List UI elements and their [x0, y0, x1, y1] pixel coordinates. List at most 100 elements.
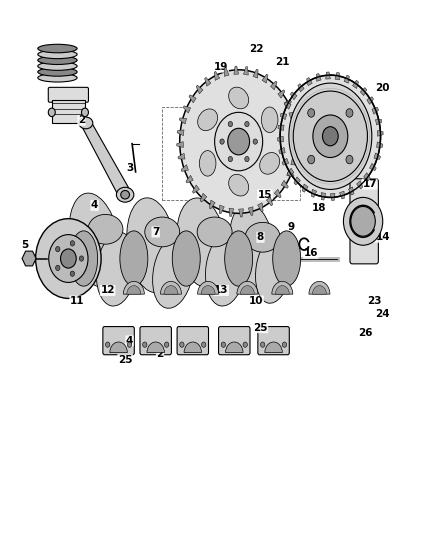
- Ellipse shape: [261, 107, 278, 133]
- Polygon shape: [177, 142, 184, 148]
- Text: 24: 24: [375, 309, 390, 319]
- Polygon shape: [372, 107, 378, 114]
- Polygon shape: [234, 66, 239, 74]
- Polygon shape: [219, 205, 224, 214]
- Wedge shape: [265, 342, 283, 353]
- Circle shape: [164, 342, 169, 348]
- Polygon shape: [321, 192, 326, 200]
- Wedge shape: [110, 342, 127, 353]
- Polygon shape: [335, 72, 339, 80]
- Ellipse shape: [197, 217, 232, 247]
- Wedge shape: [124, 281, 145, 294]
- Ellipse shape: [69, 193, 120, 287]
- Ellipse shape: [38, 56, 77, 64]
- Ellipse shape: [38, 44, 77, 53]
- Polygon shape: [374, 153, 381, 159]
- Ellipse shape: [198, 109, 218, 131]
- Text: 8: 8: [257, 232, 264, 243]
- Circle shape: [228, 128, 250, 155]
- FancyBboxPatch shape: [258, 327, 289, 355]
- Polygon shape: [287, 168, 294, 176]
- Polygon shape: [262, 74, 268, 83]
- Wedge shape: [272, 281, 293, 294]
- Text: 1: 1: [43, 52, 50, 61]
- Ellipse shape: [229, 87, 249, 109]
- Polygon shape: [279, 148, 285, 154]
- Ellipse shape: [70, 231, 98, 286]
- Polygon shape: [209, 200, 215, 209]
- Circle shape: [106, 342, 110, 348]
- Circle shape: [79, 256, 84, 261]
- Ellipse shape: [38, 62, 77, 70]
- Circle shape: [280, 75, 381, 197]
- Polygon shape: [177, 130, 184, 136]
- Polygon shape: [370, 163, 376, 171]
- Circle shape: [35, 219, 101, 298]
- Circle shape: [308, 109, 314, 117]
- Circle shape: [143, 342, 147, 348]
- Ellipse shape: [38, 68, 77, 76]
- Text: 16: 16: [304, 248, 318, 258]
- Polygon shape: [244, 67, 248, 75]
- Wedge shape: [201, 286, 215, 294]
- Ellipse shape: [145, 217, 180, 247]
- Text: 22: 22: [249, 44, 263, 53]
- Circle shape: [127, 342, 132, 348]
- Circle shape: [346, 109, 353, 117]
- FancyBboxPatch shape: [48, 87, 88, 102]
- Circle shape: [56, 265, 60, 271]
- Polygon shape: [196, 85, 203, 94]
- Polygon shape: [348, 187, 354, 195]
- Text: 5: 5: [21, 240, 28, 250]
- Text: 23: 23: [367, 296, 381, 306]
- Circle shape: [261, 342, 265, 348]
- Text: 17: 17: [362, 179, 377, 189]
- Circle shape: [351, 206, 375, 236]
- Polygon shape: [178, 154, 185, 159]
- Text: 14: 14: [375, 232, 390, 243]
- Ellipse shape: [205, 232, 246, 306]
- Polygon shape: [377, 131, 383, 136]
- Wedge shape: [312, 286, 326, 294]
- Polygon shape: [291, 159, 298, 165]
- Polygon shape: [360, 87, 367, 95]
- Text: 6: 6: [67, 256, 74, 266]
- Polygon shape: [200, 193, 207, 202]
- Polygon shape: [326, 72, 330, 79]
- Polygon shape: [375, 119, 382, 125]
- Polygon shape: [214, 71, 220, 80]
- Polygon shape: [205, 77, 211, 86]
- Polygon shape: [293, 148, 300, 154]
- Text: 9: 9: [287, 222, 295, 232]
- Polygon shape: [281, 180, 288, 188]
- Polygon shape: [278, 125, 284, 131]
- Ellipse shape: [121, 190, 130, 199]
- Polygon shape: [266, 197, 273, 206]
- FancyBboxPatch shape: [177, 327, 208, 355]
- Polygon shape: [278, 136, 283, 142]
- Ellipse shape: [260, 152, 279, 174]
- Polygon shape: [339, 191, 344, 199]
- Polygon shape: [239, 209, 244, 217]
- Text: 2: 2: [156, 349, 164, 359]
- Polygon shape: [274, 189, 281, 198]
- Ellipse shape: [172, 231, 200, 286]
- Polygon shape: [179, 118, 187, 124]
- Polygon shape: [316, 74, 321, 82]
- Text: 11: 11: [70, 296, 85, 306]
- Circle shape: [70, 241, 74, 246]
- Ellipse shape: [273, 231, 300, 286]
- FancyBboxPatch shape: [219, 327, 250, 355]
- Polygon shape: [289, 112, 296, 118]
- Ellipse shape: [88, 214, 123, 244]
- Text: 2: 2: [78, 115, 85, 125]
- Circle shape: [346, 155, 353, 164]
- Circle shape: [245, 122, 249, 127]
- Text: 10: 10: [249, 296, 263, 306]
- Ellipse shape: [289, 83, 372, 189]
- Circle shape: [221, 342, 226, 348]
- Polygon shape: [192, 185, 199, 193]
- Polygon shape: [344, 75, 350, 83]
- Circle shape: [322, 127, 338, 146]
- Ellipse shape: [96, 232, 137, 306]
